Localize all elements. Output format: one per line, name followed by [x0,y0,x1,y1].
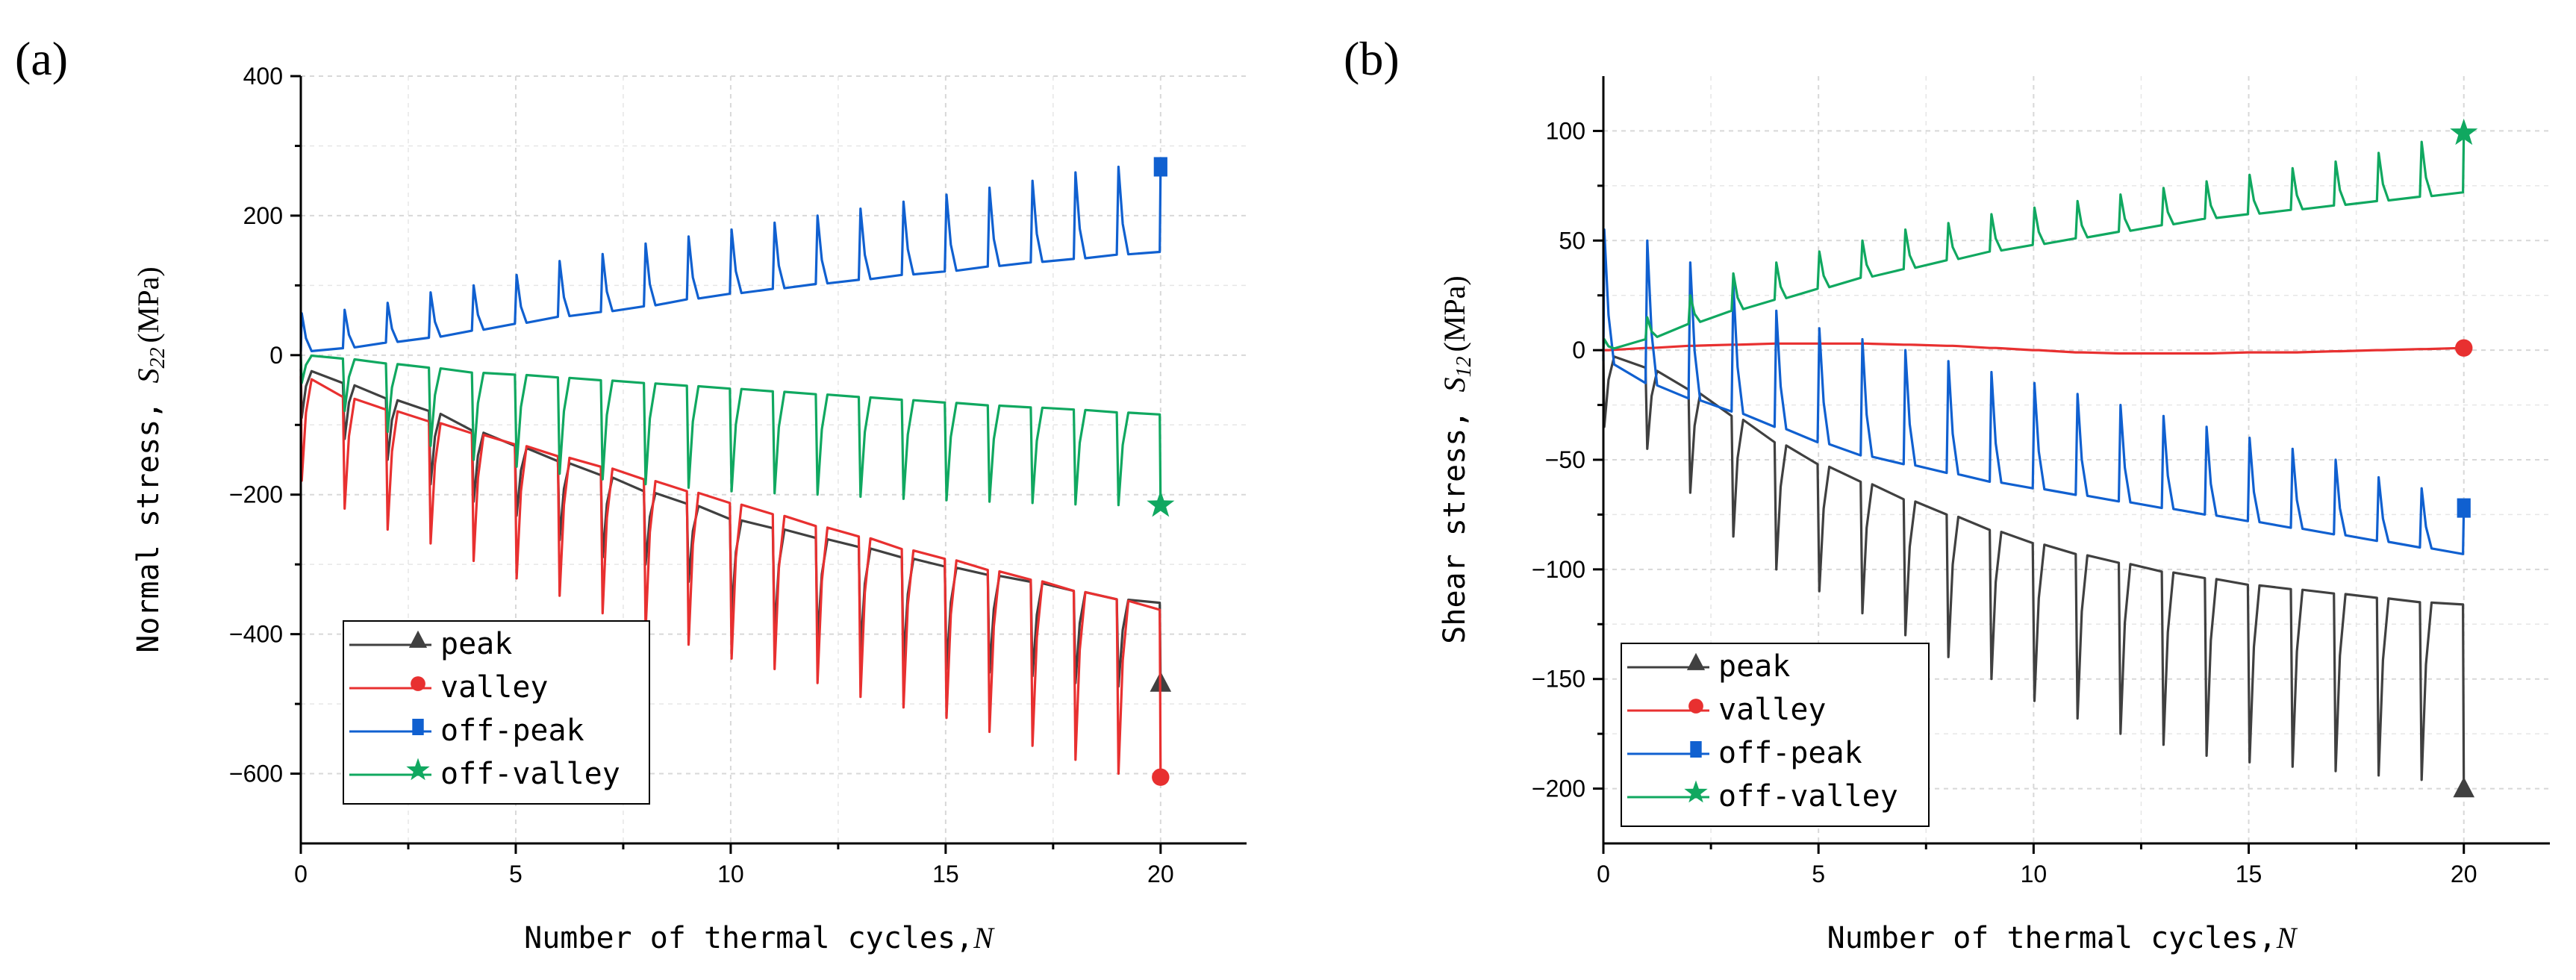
end-marker-valley [2455,339,2473,357]
series-group [299,157,1175,786]
end-marker-valley [1152,768,1170,786]
legend-marker-off-valley [406,758,430,781]
legend-marker-peak [1686,652,1706,670]
panel-label: (b) [1344,32,1400,85]
y-tick-label: −600 [229,761,283,787]
series-group [1602,118,2478,798]
legend-label-peak: peak [1718,649,1790,684]
x-axis-title-text: Number of thermal cycles, [524,921,973,955]
x-axis-title-var: N [973,921,995,955]
y-tick-label: −200 [229,481,283,508]
legend-label-valley: valley [440,670,549,705]
x-tick-label: 20 [1147,861,1174,887]
end-marker-peak [2453,776,2475,798]
legend-marker-off-peak [1690,741,1702,758]
end-marker-off-valley [1147,490,1175,517]
y-axis-title-var: S [131,368,165,383]
series-line-peak [1602,354,2466,789]
legend-label-peak: peak [440,627,512,661]
x-tick-label: 20 [2451,861,2477,887]
y-axis-title-unit: (MPa) [1438,275,1471,352]
y-axis-title-text: Shear stress, [1438,393,1472,644]
legend-label-off-valley: off-valley [1718,779,1898,814]
x-tick-label: 15 [2236,861,2262,887]
y-tick-label: 200 [243,202,283,229]
y-axis-title-sub: 12 [1453,357,1476,378]
series-line-valley [299,375,1162,778]
y-axis-title-var: S [1438,378,1471,393]
panel-label: (a) [15,32,68,85]
x-tick-label: 0 [1597,861,1610,887]
x-tick-label: 0 [294,861,308,887]
legend-label-off-peak: off-peak [440,714,584,748]
legend: peak valley off-peak off-valley [343,620,650,805]
x-tick-label: 10 [2021,861,2048,887]
y-tick-label: 100 [1546,117,1585,144]
y-tick-label: −100 [1532,556,1585,583]
series-line-off-peak [1602,228,2466,555]
legend-label-off-peak: off-peak [1718,736,1862,770]
y-tick-label: 0 [1572,337,1585,363]
legend-box [343,620,650,805]
y-axis-title-text: Normal stress, [131,383,166,652]
x-axis-title: Number of thermal cycles,N [1827,921,2298,955]
x-axis-title-var: N [2276,921,2298,955]
x-tick-label: 5 [1812,861,1825,887]
y-axis-title: Shear stress, S12 (MPa) [1438,275,1476,643]
y-tick-label: −50 [1545,446,1585,473]
y-tick-label: 0 [269,342,283,369]
y-axis-title-unit: (MPa) [131,266,165,343]
series-line-off-peak [299,165,1162,352]
x-axis-title-text: Number of thermal cycles, [1827,921,2277,955]
legend-box [1621,643,1930,827]
y-tick-label: −150 [1532,666,1585,693]
x-tick-label: 15 [932,861,959,887]
series-line-off-valley [299,354,1162,507]
legend-marker-off-peak [412,719,424,735]
legend: peak valley off-peak off-valley [1621,643,1930,827]
legend-label-valley: valley [1718,693,1827,727]
panel-a: (a) 0 5 10 15 20 −600 −400 −200 0 200 400 Number of … [15,32,1247,955]
y-tick-label: −200 [1532,775,1585,802]
panel-b: (b) 0 5 10 15 20 −200 −150 −100 −50 0 50 100 Number o… [1344,32,2550,955]
x-tick-label: 10 [717,861,744,887]
legend-label-off-valley: off-valley [440,757,620,791]
legend-marker-off-valley [1684,780,1708,803]
y-axis-title: Normal stress, S22 (MPa) [131,266,169,652]
y-tick-label: 400 [243,63,283,90]
legend-marker-peak [408,630,428,648]
end-marker-off-peak [2457,498,2471,518]
y-tick-label: 50 [1559,227,1585,254]
legend-marker-valley [1688,699,1703,714]
y-axis-title-sub: 22 [146,347,169,368]
end-marker-off-peak [1153,157,1167,177]
series-line-off-valley [1602,133,2466,351]
y-tick-label: −400 [229,621,283,648]
x-axis-title: Number of thermal cycles,N [524,921,995,955]
end-marker-off-valley [2450,118,2478,146]
legend-marker-valley [411,676,425,691]
x-tick-label: 5 [509,861,523,887]
